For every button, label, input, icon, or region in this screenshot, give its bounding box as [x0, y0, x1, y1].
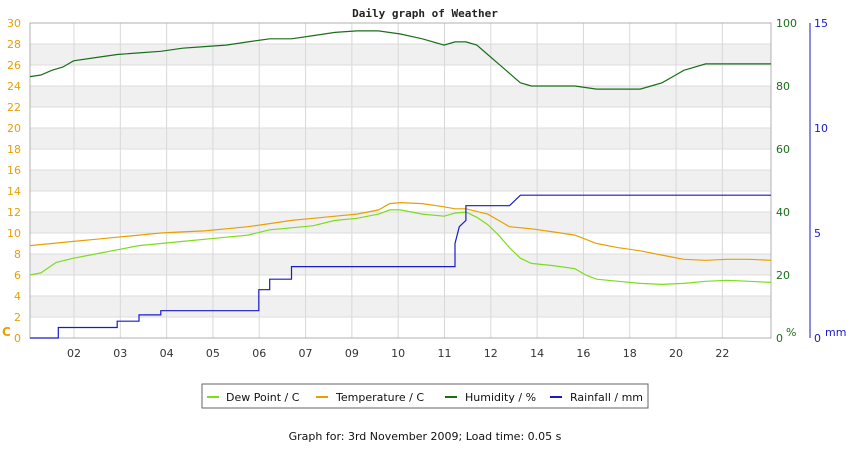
left-axis-tick-label: 22: [7, 101, 21, 114]
right-axis-2-tick-label: 0: [814, 332, 821, 345]
grid-band: [30, 212, 771, 233]
left-axis-tick-label: 30: [7, 17, 21, 30]
x-tick-label: 12: [484, 347, 498, 360]
series-line-dew-point: [29, 209, 772, 286]
series-line-temperature: [29, 201, 772, 261]
grid-band: [30, 128, 771, 149]
left-axis-tick-label: 26: [7, 59, 21, 72]
x-tick-label: 11: [437, 347, 451, 360]
grid-band: [30, 86, 771, 107]
left-axis-tick-label: 12: [7, 206, 21, 219]
x-tick-label: 04: [160, 347, 174, 360]
x-tick-label: 20: [669, 347, 683, 360]
right-axis-1-tick-label: 20: [776, 269, 790, 282]
legend-box: [201, 383, 649, 409]
ticks-layer: 02 03 04 05 06 07 09 10 11 12 14 16 18 20 220246810121…: [7, 17, 828, 360]
right-axis-2-tick-label: 5: [814, 227, 821, 240]
left-axis-tick-label: 8: [14, 248, 21, 261]
left-axis-tick-label: 0: [14, 332, 21, 345]
footer-text: Graph for: 3rd November 2009; Load time:…: [288, 430, 562, 443]
right-axis-1-tick-label: 0: [776, 332, 783, 345]
x-tick-label: 06: [252, 347, 266, 360]
x-tick-label: 22: [715, 347, 729, 360]
right-axis-1-tick-label: 60: [776, 143, 790, 156]
x-tick-label: 07: [299, 347, 313, 360]
legend-label-temperature: Temperature / C: [335, 391, 424, 404]
grid-band: [30, 170, 771, 191]
right-axis-2-tick-label: 15: [814, 17, 828, 30]
right-axis-1-tick-label: 40: [776, 206, 790, 219]
right-axis-2-tick-label: 10: [814, 122, 828, 135]
left-axis-unit-label: C: [2, 325, 11, 339]
weather-chart: 02 03 04 05 06 07 09 10 11 12 14 16 18 20 220246810121…: [2, 7, 846, 409]
grid-band: [30, 44, 771, 65]
left-axis-tick-label: 24: [7, 80, 21, 93]
right-axis-2-unit-label: mm: [825, 326, 846, 339]
x-tick-label: 10: [391, 347, 405, 360]
plot-bands: [30, 44, 771, 317]
chart-title: Daily graph of Weather: [352, 7, 498, 20]
left-axis-tick-label: 6: [14, 269, 21, 282]
left-axis-tick-label: 10: [7, 227, 21, 240]
left-axis-tick-label: 18: [7, 143, 21, 156]
left-axis-tick-label: 14: [7, 185, 21, 198]
grid-band: [30, 254, 771, 275]
x-tick-label: 09: [345, 347, 359, 360]
x-tick-label: 18: [623, 347, 637, 360]
left-axis-tick-label: 2: [14, 311, 21, 324]
legend-label-humidity: Humidity / %: [465, 391, 536, 404]
x-tick-label: 16: [576, 347, 590, 360]
series-line-rainfall: [30, 194, 771, 339]
legend-label-dew-point: Dew Point / C: [226, 391, 300, 404]
left-axis-tick-label: 28: [7, 38, 21, 51]
series-layer: [29, 30, 772, 339]
series-line-humidity: [29, 30, 771, 90]
grid-band: [30, 296, 771, 317]
x-tick-label: 05: [206, 347, 220, 360]
legend-label-rainfall: Rainfall / mm: [570, 391, 643, 404]
left-axis-tick-label: 16: [7, 164, 21, 177]
x-tick-label: 14: [530, 347, 544, 360]
x-tick-label: 02: [67, 347, 81, 360]
right-axis-1-unit-label: %: [786, 326, 796, 339]
right-axis-1-tick-label: 80: [776, 80, 790, 93]
left-axis-tick-label: 4: [14, 290, 21, 303]
right-axis-1-tick-label: 100: [776, 17, 797, 30]
legend: Dew Point / C Temperature / C Humidity /…: [201, 383, 649, 409]
x-tick-label: 03: [113, 347, 127, 360]
plot-frame: [29, 22, 772, 339]
left-axis-tick-label: 20: [7, 122, 21, 135]
